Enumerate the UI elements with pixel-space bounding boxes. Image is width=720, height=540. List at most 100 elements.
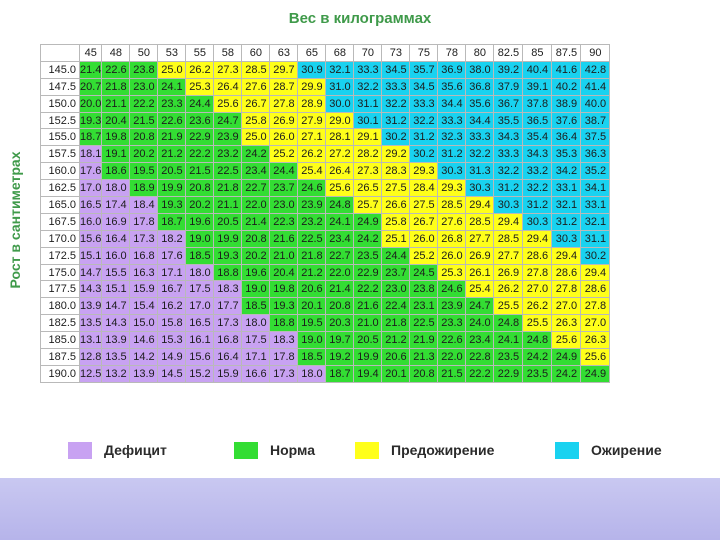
bmi-value-cell: 29.4 bbox=[493, 212, 524, 231]
bmi-value-cell: 19.0 bbox=[185, 229, 215, 248]
bmi-value-cell: 29.7 bbox=[269, 60, 299, 79]
legend-label-norm: Норма bbox=[270, 442, 315, 458]
height-row: 165.0 16.5 17.4 18.4 19.3 20.2 21.1 22.0 23.0 23.… bbox=[40, 196, 611, 214]
height-tick-label: 162.5 bbox=[40, 179, 80, 198]
bmi-value-cell: 18.1 bbox=[78, 145, 103, 164]
bmi-value-cell: 16.5 bbox=[78, 196, 103, 214]
bmi-value-cell: 35.4 bbox=[522, 128, 553, 147]
height-tick-label: 187.5 bbox=[40, 348, 80, 366]
bmi-value-cell: 17.5 bbox=[241, 331, 271, 350]
bmi-value-cell: 23.9 bbox=[213, 128, 243, 147]
bmi-value-cell: 17.8 bbox=[269, 348, 299, 366]
bmi-value-cell: 37.5 bbox=[580, 128, 611, 147]
bmi-value-cell: 26.2 bbox=[522, 297, 553, 316]
height-tick-label: 167.5 bbox=[40, 212, 80, 231]
height-row: 170.0 15.6 16.4 17.3 18.2 19.0 19.9 20.8 21.6 22.… bbox=[40, 229, 611, 248]
bmi-value-cell: 25.4 bbox=[297, 162, 327, 181]
height-row: 187.5 12.8 13.5 14.2 14.9 15.6 16.4 17.1 17.8 18.… bbox=[40, 348, 611, 366]
bmi-value-cell: 23.2 bbox=[213, 145, 243, 164]
bmi-value-cell: 14.6 bbox=[129, 331, 159, 350]
bmi-value-cell: 25.5 bbox=[522, 314, 553, 333]
bmi-value-cell: 14.3 bbox=[101, 314, 131, 333]
height-row: 160.0 17.6 18.6 19.5 20.5 21.5 22.5 23.4 24.4 25.… bbox=[40, 162, 611, 181]
bmi-value-cell: 18.0 bbox=[101, 179, 131, 198]
bmi-value-cell: 13.5 bbox=[101, 348, 131, 366]
bmi-value-cell: 16.8 bbox=[129, 246, 159, 265]
bmi-value-cell: 16.4 bbox=[101, 229, 131, 248]
bmi-value-cell: 28.6 bbox=[551, 263, 582, 282]
bmi-value-cell: 21.2 bbox=[381, 331, 411, 350]
bmi-value-cell: 19.8 bbox=[269, 280, 299, 299]
bmi-value-cell: 31.1 bbox=[580, 229, 611, 248]
bmi-value-cell: 22.0 bbox=[437, 348, 467, 366]
bmi-value-cell: 26.5 bbox=[353, 179, 383, 198]
bmi-value-cell: 28.9 bbox=[297, 94, 327, 113]
bmi-value-cell: 21.3 bbox=[409, 348, 439, 366]
bmi-value-cell: 30.3 bbox=[551, 229, 582, 248]
height-row: 182.5 13.5 14.3 15.0 15.8 16.5 17.3 18.0 18.8 19.… bbox=[40, 314, 611, 333]
bmi-value-cell: 20.2 bbox=[185, 196, 215, 214]
bmi-value-cell: 18.6 bbox=[101, 162, 131, 181]
bmi-value-cell: 22.5 bbox=[409, 314, 439, 333]
weight-tick-label: 55 bbox=[185, 44, 215, 62]
bmi-value-cell: 15.2 bbox=[185, 364, 215, 383]
chart-title: Вес в килограммах bbox=[288, 10, 432, 27]
bmi-value-cell: 28.7 bbox=[269, 77, 299, 96]
height-tick-label: 175.0 bbox=[40, 263, 80, 282]
bmi-value-cell: 19.7 bbox=[325, 331, 355, 350]
bmi-value-cell: 19.4 bbox=[353, 364, 383, 383]
bmi-value-cell: 27.3 bbox=[213, 60, 243, 79]
height-tick-label: 160.0 bbox=[40, 162, 80, 181]
bmi-value-cell: 27.2 bbox=[325, 145, 355, 164]
bmi-value-cell: 34.5 bbox=[409, 77, 439, 96]
bmi-value-cell: 23.5 bbox=[493, 348, 524, 366]
legend-swatch-pre bbox=[355, 441, 379, 459]
bmi-value-cell: 18.0 bbox=[241, 314, 271, 333]
bmi-value-cell: 24.6 bbox=[437, 280, 467, 299]
bmi-value-cell: 36.7 bbox=[493, 94, 524, 113]
height-row: 157.5 18.1 19.1 20.2 21.2 22.2 23.2 24.2 25.2 26.… bbox=[40, 145, 611, 164]
bmi-value-cell: 30.9 bbox=[297, 60, 327, 79]
bmi-value-cell: 33.3 bbox=[381, 77, 411, 96]
bmi-value-cell: 24.4 bbox=[381, 246, 411, 265]
bmi-value-cell: 26.1 bbox=[465, 263, 495, 282]
bmi-value-cell: 21.4 bbox=[241, 212, 271, 231]
bmi-value-cell: 36.4 bbox=[551, 128, 582, 147]
bmi-value-cell: 13.1 bbox=[78, 331, 103, 350]
bmi-value-cell: 18.8 bbox=[269, 314, 299, 333]
bmi-value-cell: 27.0 bbox=[551, 297, 582, 316]
bmi-value-cell: 21.2 bbox=[297, 263, 327, 282]
bmi-value-cell: 20.2 bbox=[129, 145, 159, 164]
bmi-value-cell: 29.4 bbox=[465, 196, 495, 214]
bmi-value-cell: 17.5 bbox=[185, 280, 215, 299]
bmi-value-cell: 28.4 bbox=[409, 179, 439, 198]
bmi-value-cell: 17.3 bbox=[213, 314, 243, 333]
bmi-value-cell: 15.5 bbox=[101, 263, 131, 282]
weight-tick-label: 60 bbox=[241, 44, 271, 62]
weight-tick-label: 68 bbox=[325, 44, 355, 62]
height-tick-label: 155.0 bbox=[40, 128, 80, 147]
bmi-value-cell: 19.6 bbox=[241, 263, 271, 282]
bmi-value-cell: 26.0 bbox=[269, 128, 299, 147]
bmi-value-cell: 19.5 bbox=[297, 314, 327, 333]
bmi-value-cell: 18.5 bbox=[185, 246, 215, 265]
height-tick-label: 185.0 bbox=[40, 331, 80, 350]
height-tick-label: 170.0 bbox=[40, 229, 80, 248]
bmi-value-cell: 25.3 bbox=[437, 263, 467, 282]
bmi-value-cell: 34.1 bbox=[580, 179, 611, 198]
bmi-value-cell: 19.3 bbox=[269, 297, 299, 316]
height-tick-label: 152.5 bbox=[40, 111, 80, 130]
bmi-value-cell: 24.8 bbox=[325, 196, 355, 214]
bmi-value-cell: 35.2 bbox=[580, 162, 611, 181]
bmi-value-cell: 27.8 bbox=[522, 263, 553, 282]
bmi-value-cell: 30.3 bbox=[465, 179, 495, 198]
bmi-value-cell: 32.2 bbox=[381, 94, 411, 113]
bmi-value-cell: 24.5 bbox=[409, 263, 439, 282]
bmi-value-cell: 19.3 bbox=[78, 111, 103, 130]
bmi-value-cell: 22.2 bbox=[185, 145, 215, 164]
bmi-value-cell: 16.4 bbox=[213, 348, 243, 366]
weight-tick-label: 63 bbox=[269, 44, 299, 62]
bmi-value-cell: 21.8 bbox=[213, 179, 243, 198]
bmi-value-cell: 33.1 bbox=[551, 179, 582, 198]
weight-tick-label: 82.5 bbox=[493, 44, 524, 62]
